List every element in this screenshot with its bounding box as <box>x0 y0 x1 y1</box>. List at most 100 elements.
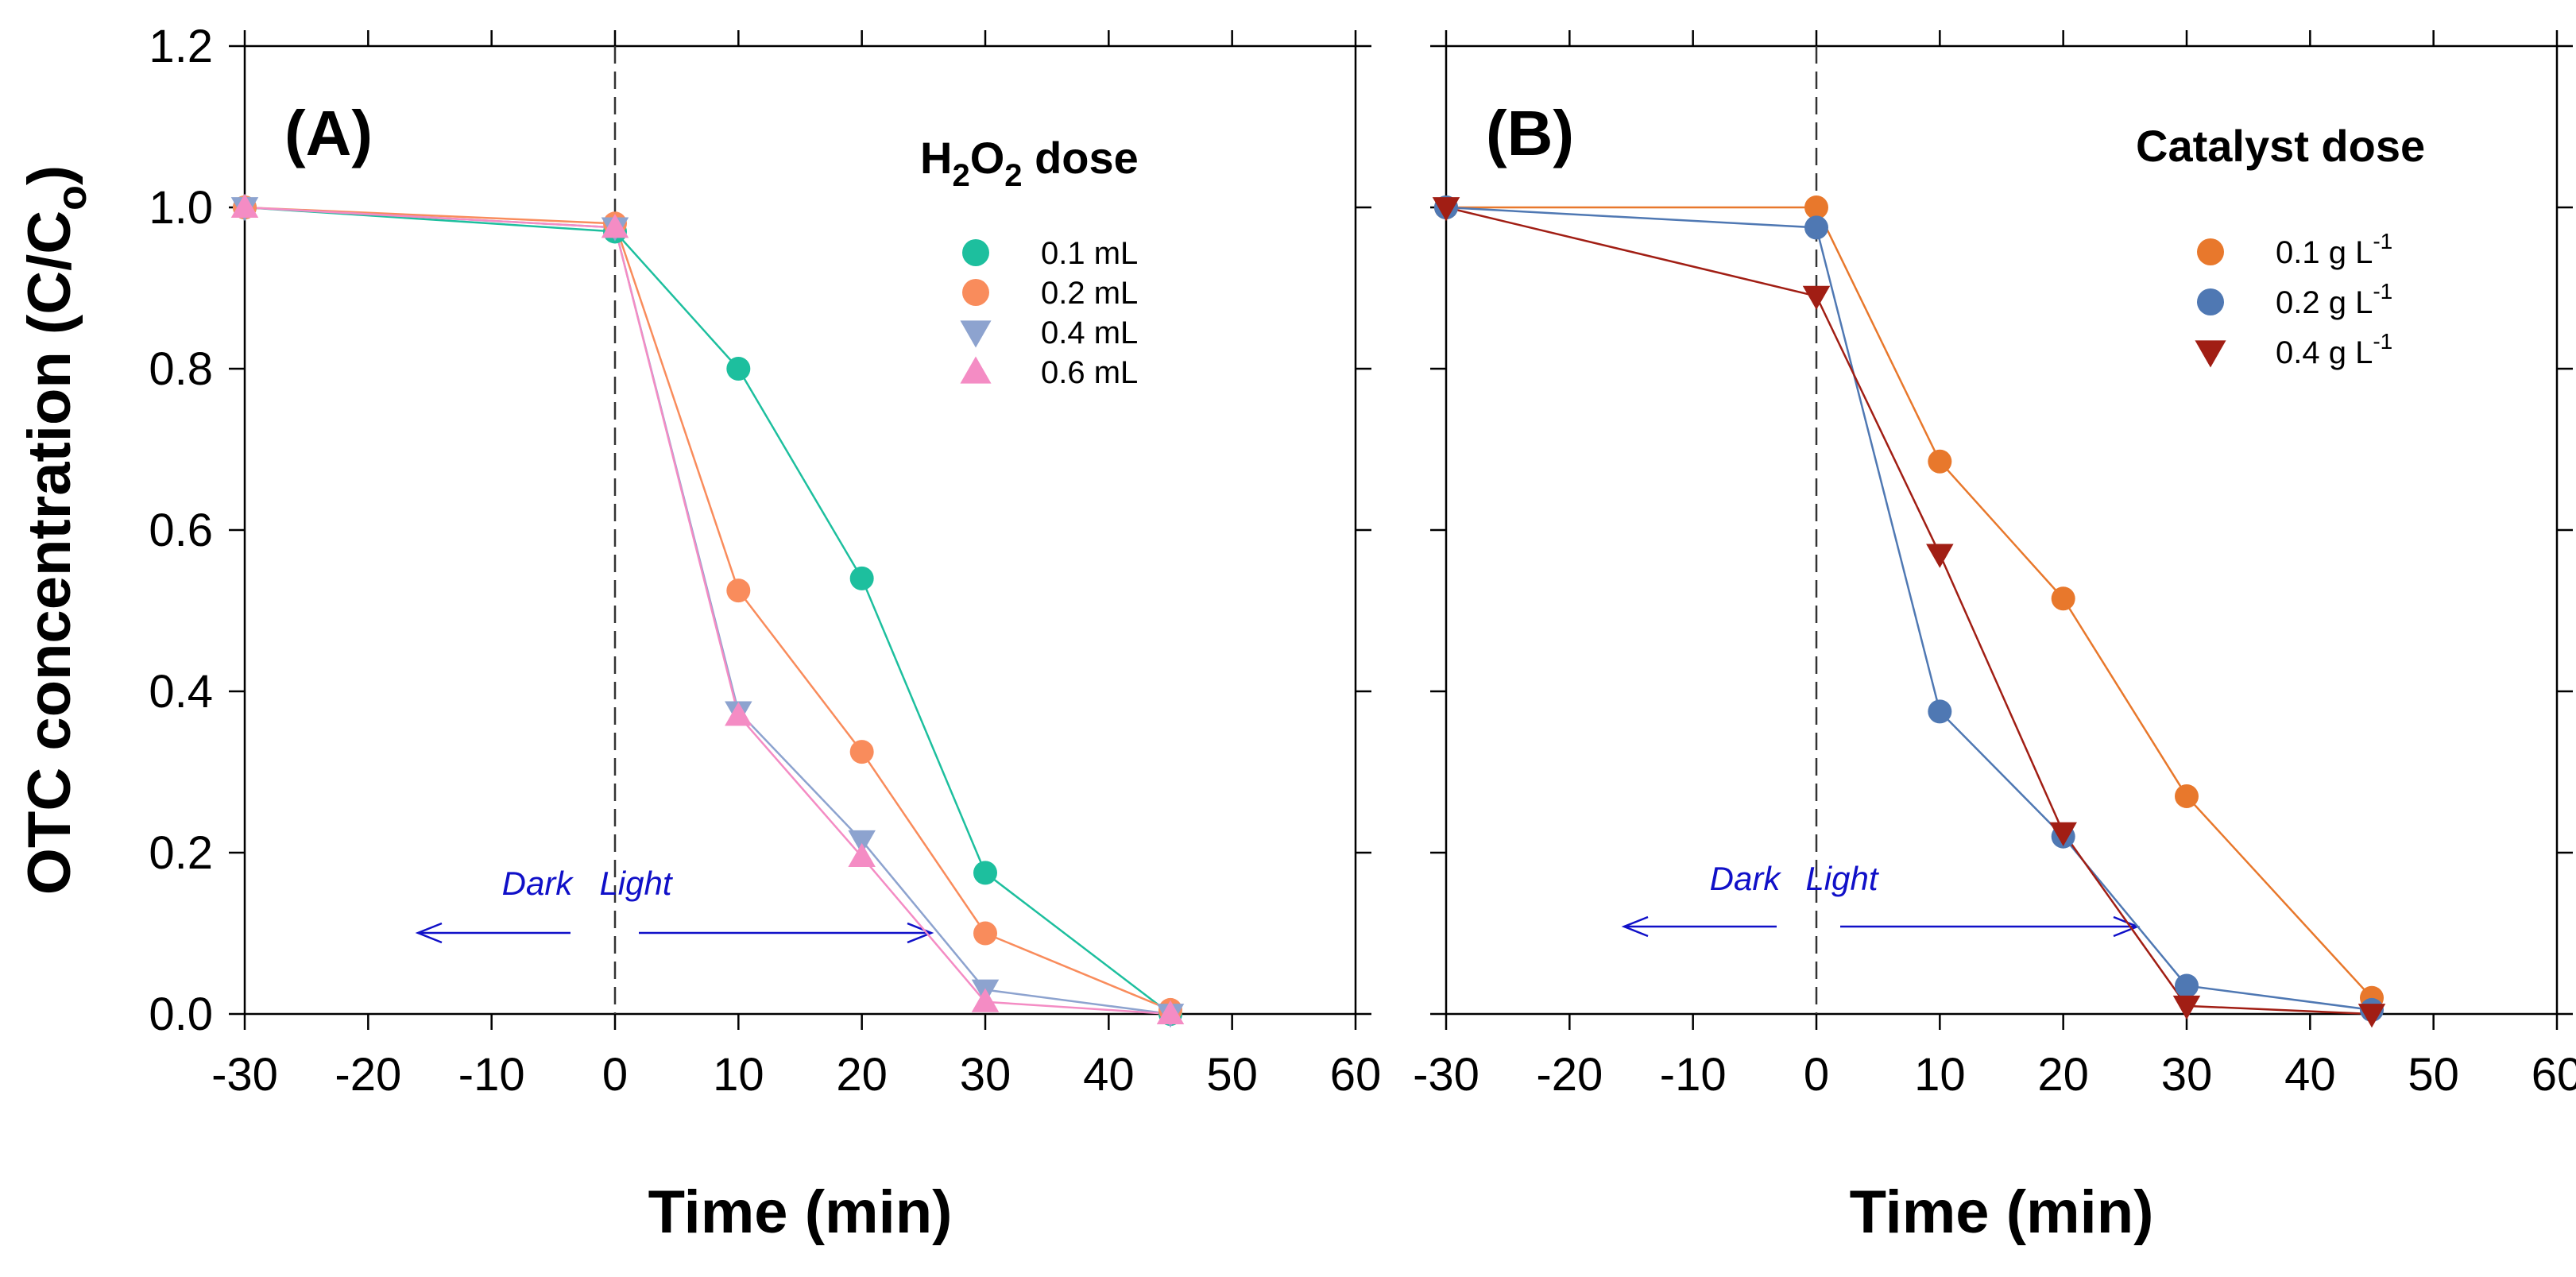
legend-label-text: 0.2 mL <box>1041 276 1138 311</box>
legend-title-part: Catalyst dose <box>2136 121 2425 171</box>
legend-label-sup: -1 <box>2373 329 2392 354</box>
data-point <box>973 861 997 885</box>
y-tick-label: 0.8 <box>149 343 213 395</box>
data-point <box>2175 973 2199 998</box>
legend-marker <box>960 320 992 348</box>
series-line <box>244 206 1171 1016</box>
x-tick-label: -20 <box>1536 1049 1603 1101</box>
data-point <box>1804 195 1828 219</box>
y-tick-label: 1.0 <box>149 182 213 234</box>
legend-title-part: 2 <box>1004 158 1022 193</box>
legend-label: 0.2 mL <box>1041 276 1138 311</box>
light-arrow-head <box>907 922 934 944</box>
legend-label: 0.1 mL <box>1041 236 1138 271</box>
legend-title: H2O2 dose <box>920 133 1139 193</box>
legend-label: 0.6 mL <box>1041 355 1138 390</box>
y-axis-title-main: OTC concentration (C/C <box>16 211 83 895</box>
data-point <box>1926 544 1954 568</box>
data-point <box>1928 449 1952 474</box>
panel-label: (B) <box>1486 98 1574 168</box>
legend-title-part: H <box>920 133 952 183</box>
series-line <box>244 206 1171 1016</box>
data-point <box>601 214 629 238</box>
legend-label-text: 0.6 mL <box>1041 355 1138 390</box>
series-line <box>244 206 1171 1012</box>
data-point <box>1156 1000 1185 1024</box>
y-tick-label: 0.4 <box>149 666 213 718</box>
dark-annotation: Dark <box>1710 860 1782 897</box>
x-tick-label: -10 <box>1660 1049 1727 1101</box>
data-point <box>2175 784 2199 808</box>
plot-frame <box>243 45 1357 1016</box>
light-annotation: Light <box>599 865 673 902</box>
data-point <box>1802 285 1831 310</box>
y-axis-title: OTC concentration (C/Co) <box>16 165 95 895</box>
data-point <box>2051 586 2075 611</box>
x-tick-label: 10 <box>713 1049 764 1101</box>
x-tick-label: 20 <box>2037 1049 2089 1101</box>
data-point <box>849 566 874 590</box>
data-point <box>726 357 751 381</box>
y-tick-label: 0.2 <box>149 827 213 879</box>
panel-b: -30 -20 -10 0 10 20 30 40 50 60 Time (min) (B) Dark L… <box>1413 30 2576 1246</box>
x-tick-label: 30 <box>960 1049 1011 1101</box>
data-point <box>1432 197 1460 222</box>
y-tick-label: 0.6 <box>149 505 213 556</box>
legend-marker <box>962 279 989 306</box>
legend-marker <box>2197 288 2224 315</box>
legend-label-sup: -1 <box>2373 229 2392 253</box>
legend-label: 0.2 g L-1 <box>2276 279 2392 320</box>
light-annotation: Light <box>1805 860 1879 897</box>
data-point <box>973 921 997 946</box>
series-line <box>244 206 1171 1015</box>
data-point <box>726 579 751 603</box>
data-point <box>230 193 259 218</box>
y-axis-title-sub: o <box>49 185 95 211</box>
legend-label: 0.1 g L-1 <box>2276 229 2392 270</box>
panel-a: -30 -20 -10 0 10 20 30 40 50 60 0.0 0.2 0.4 0.6 0.8 1.0… <box>16 21 1381 1246</box>
x-tick-label: 50 <box>1206 1049 1258 1101</box>
x-axis-title: Time (min) <box>1850 1178 2154 1246</box>
x-tick-label: 0 <box>1804 1049 1829 1101</box>
series-line <box>1445 206 2373 1016</box>
x-tick-label: 0 <box>602 1049 628 1101</box>
data-point <box>2172 995 2201 1020</box>
legend-label-text: 0.2 g L <box>2276 285 2373 320</box>
x-tick-label: 60 <box>1330 1049 1382 1101</box>
x-tick-label: -30 <box>211 1049 278 1101</box>
data-point <box>848 830 876 855</box>
series-line <box>1446 206 2373 999</box>
legend-title-part: dose <box>1023 133 1139 183</box>
y-tick-label: 1.2 <box>149 21 213 72</box>
data-point <box>1804 215 1828 240</box>
x-tick-label: 10 <box>1914 1049 1966 1101</box>
x-tick-label: -30 <box>1413 1049 1479 1101</box>
legend-title: Catalyst dose <box>2136 121 2425 171</box>
legend-label-sup: -1 <box>2373 279 2392 304</box>
legend-label-text: 0.1 g L <box>2276 235 2373 270</box>
dark-arrow-head <box>1621 915 1649 938</box>
legend-label: 0.4 mL <box>1041 315 1138 350</box>
legend-marker <box>960 356 992 384</box>
legend-label-text: 0.1 mL <box>1041 236 1138 271</box>
data-point <box>725 702 752 726</box>
data-point <box>2049 822 2077 846</box>
data-point <box>848 842 876 868</box>
x-tick-label: -10 <box>458 1049 525 1101</box>
data-point <box>2357 1004 2386 1028</box>
legend-label-text: 0.4 g L <box>2276 335 2373 370</box>
legend-title-part: O <box>970 133 1005 183</box>
x-tick-label: 20 <box>836 1049 888 1101</box>
legend-marker <box>962 239 989 266</box>
dark-annotation: Dark <box>502 865 574 902</box>
y-tick-label: 0.0 <box>149 989 213 1040</box>
legend-title-part: 2 <box>952 158 969 193</box>
x-tick-label: 60 <box>2532 1049 2576 1101</box>
legend-marker <box>2197 238 2224 265</box>
x-axis-title: Time (min) <box>648 1178 953 1246</box>
data-point <box>1928 699 1952 724</box>
legend-label: 0.4 g L-1 <box>2276 329 2392 370</box>
x-tick-label: 40 <box>1083 1049 1135 1101</box>
data-point <box>849 740 874 764</box>
x-tick-label: 30 <box>2161 1049 2213 1101</box>
